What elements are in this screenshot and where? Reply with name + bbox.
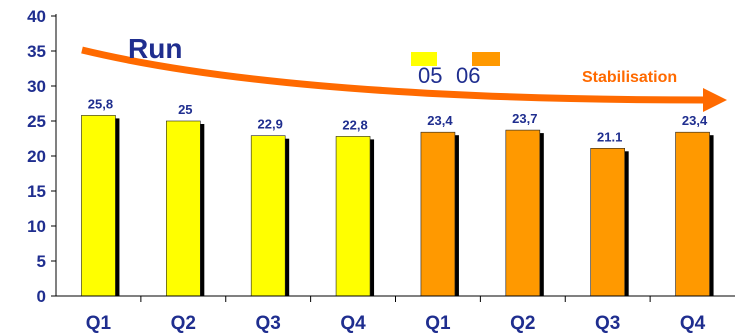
data-labels-group: 25,8 25 22,9 22,8 23,4 23,7 21.1 23,4	[88, 96, 708, 144]
run-annotation: Run	[128, 33, 182, 64]
data-label: 23,4	[427, 113, 453, 128]
y-tick-label: 35	[27, 42, 46, 61]
data-label: 22,8	[342, 117, 367, 132]
y-tick-label: 20	[27, 147, 46, 166]
data-label: 25	[178, 102, 192, 117]
legend: 05 06	[411, 52, 500, 88]
bar	[335, 136, 371, 297]
stabilisation-annotation: Stabilisation	[582, 69, 677, 86]
y-tick-label: 5	[37, 252, 46, 271]
x-tick-label: Q3	[256, 313, 281, 333]
y-tick-label: 40	[27, 7, 46, 26]
x-axis: Q1 Q2 Q3 Q4 Q1 Q2 Q3 Q4	[56, 295, 735, 333]
x-tick-label: Q4	[340, 313, 366, 333]
x-tick-label: Q3	[595, 313, 620, 333]
y-tick-label: 25	[27, 112, 46, 131]
legend-label-06: 06	[456, 63, 480, 88]
legend-label-05: 05	[418, 63, 442, 88]
data-label: 22,9	[258, 117, 283, 132]
x-tick-label: Q1	[425, 313, 451, 333]
y-tick-label: 10	[27, 217, 46, 236]
bars-group	[81, 115, 710, 297]
data-label: 21.1	[597, 129, 622, 144]
data-label: 23,7	[512, 111, 537, 126]
bar	[505, 129, 541, 297]
x-tick-label: Q2	[171, 313, 196, 333]
bar	[590, 148, 625, 297]
bar	[420, 131, 456, 297]
y-tick-label: 30	[27, 77, 46, 96]
x-tick-label: Q4	[680, 313, 706, 333]
x-tick-label: Q2	[510, 313, 535, 333]
legend-swatch-06	[472, 52, 500, 66]
x-tick-label: Q1	[86, 313, 112, 333]
bar	[166, 120, 201, 297]
y-axis: 0 5 10 15 20 25 30 35 40	[27, 7, 57, 306]
trend-arrow-line	[81, 46, 707, 104]
bar	[250, 135, 286, 297]
data-label: 23,4	[682, 113, 708, 128]
legend-swatch-05	[411, 52, 437, 66]
bar	[81, 115, 116, 297]
trend-arrow-head	[703, 88, 727, 112]
data-label: 25,8	[88, 96, 113, 111]
y-tick-label: 15	[27, 182, 46, 201]
y-tick-label: 0	[37, 287, 46, 306]
bar	[675, 131, 710, 297]
